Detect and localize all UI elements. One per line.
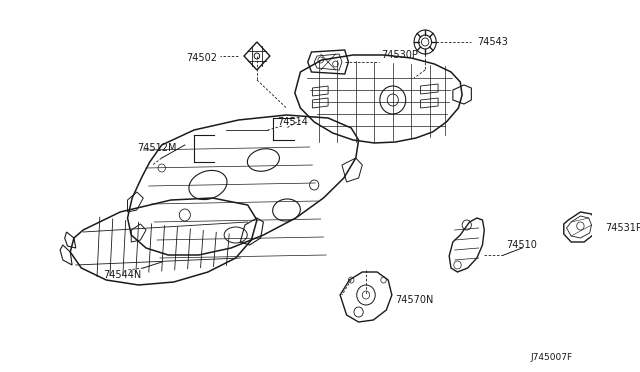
Text: 74544N: 74544N: [104, 270, 142, 280]
Text: 74570N: 74570N: [396, 295, 434, 305]
Text: J745007F: J745007F: [531, 353, 573, 362]
Text: 74531P: 74531P: [605, 223, 640, 233]
Text: 74514: 74514: [277, 117, 308, 127]
Text: 74510: 74510: [506, 240, 538, 250]
Text: 74502: 74502: [186, 53, 217, 63]
Text: 74530P: 74530P: [381, 50, 418, 60]
Text: 74512M: 74512M: [137, 143, 176, 153]
Text: 74543: 74543: [477, 37, 508, 47]
